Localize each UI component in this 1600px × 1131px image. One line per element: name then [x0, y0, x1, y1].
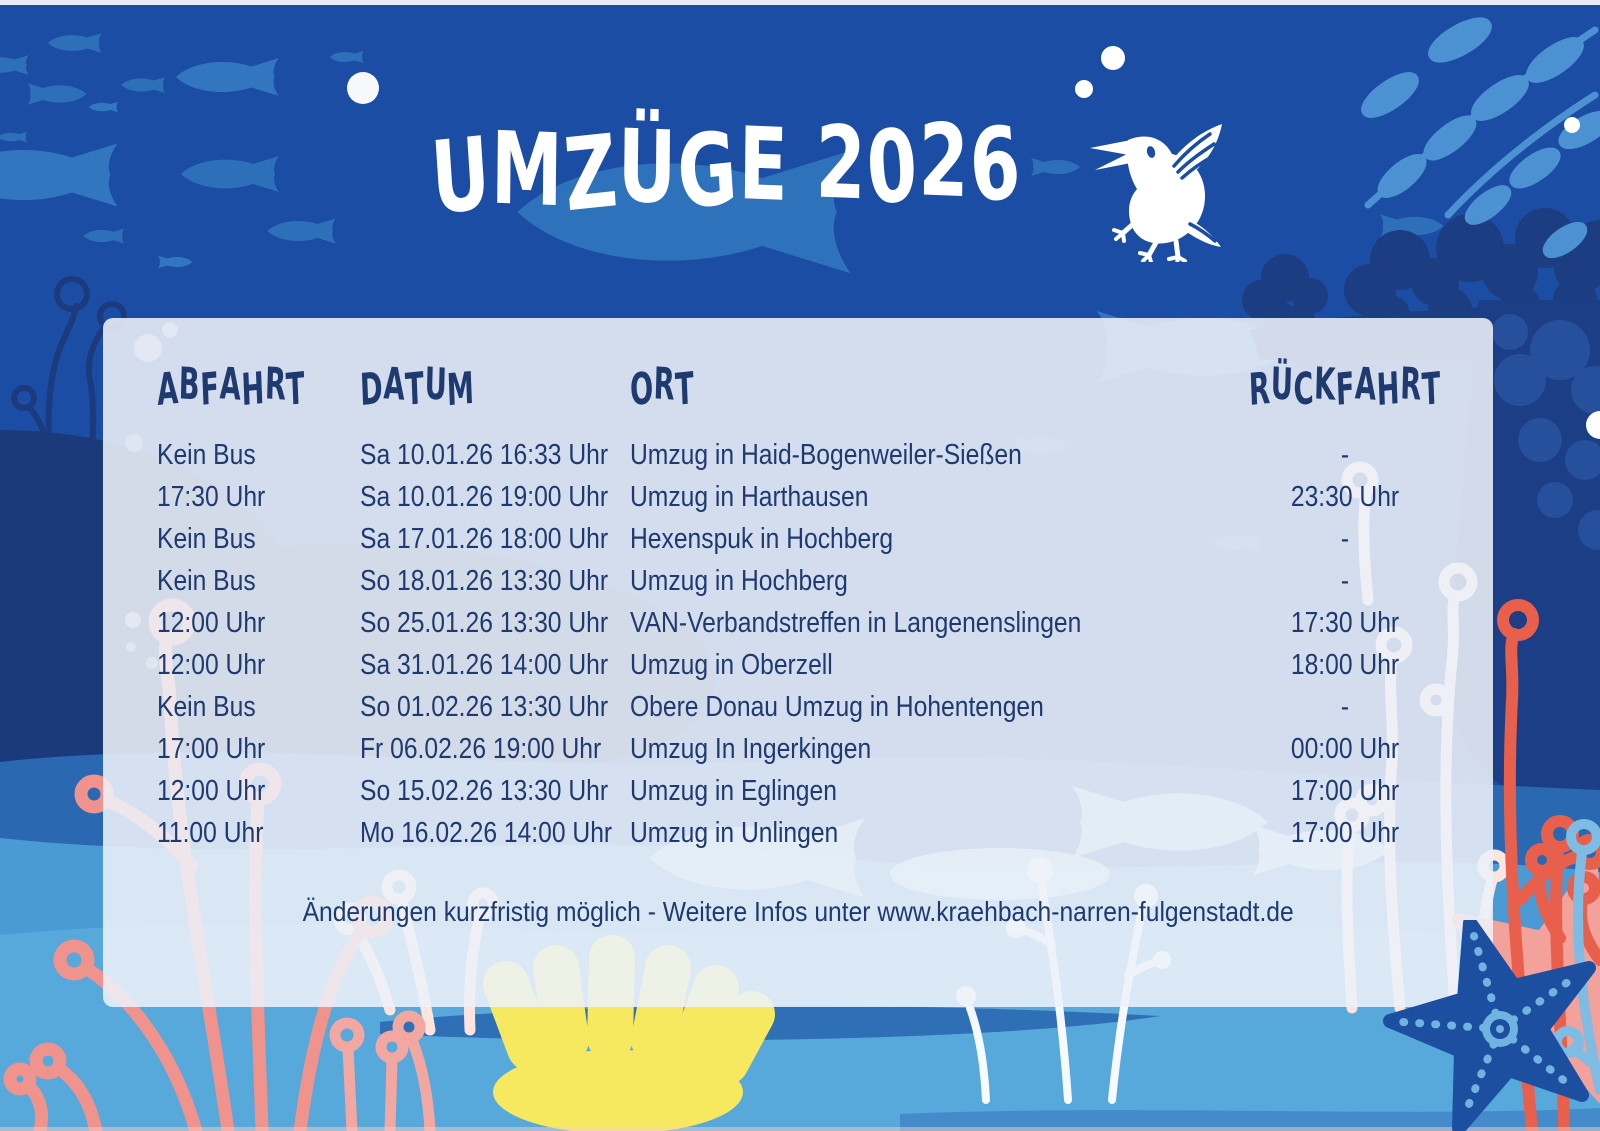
table-row: Kein Bus Sa 10.01.26 16:33 Uhr Umzug in …: [157, 434, 1500, 476]
cell-rueckfahrt: 23:30 Uhr: [1290, 480, 1400, 513]
cell-datum: So 15.02.26 13:30 Uhr: [360, 774, 609, 807]
table-row: 12:00 Uhr Sa 31.01.26 14:00 Uhr Umzug in…: [157, 644, 1500, 686]
cell-ort: Umzug in Hochberg: [630, 564, 848, 597]
table-row: 11:00 Uhr Mo 16.02.26 14:00 Uhr Umzug in…: [157, 812, 1500, 854]
cell-datum: So 25.01.26 13:30 Uhr: [360, 606, 609, 639]
cell-datum: Sa 10.01.26 19:00 Uhr: [360, 480, 609, 513]
cell-abfahrt: 12:00 Uhr: [157, 774, 266, 807]
cell-abfahrt: Kein Bus: [157, 522, 256, 555]
table-row: Kein Bus So 18.01.26 13:30 Uhr Umzug in …: [157, 560, 1500, 602]
pink-coral-light-icon: [329, 1010, 436, 1131]
header-rueckfahrt: Rückfahrt: [1248, 358, 1443, 417]
cell-ort: Umzug in Harthausen: [630, 480, 869, 513]
schedule-panel: Abfahrt Datum Ort Rückfahrt Kein Bus Sa …: [103, 318, 1493, 1007]
table-row: Kein Bus Sa 17.01.26 18:00 Uhr Hexenspuk…: [157, 518, 1500, 560]
cell-rueckfahrt: -: [1340, 438, 1350, 471]
table-row: 17:00 Uhr Fr 06.02.26 19:00 Uhr Umzug In…: [157, 728, 1500, 770]
crow-logo-icon: [1090, 124, 1222, 262]
poster-title: UMZÜGE 2026: [427, 101, 1026, 238]
footer-note-text: Änderungen kurzfristig möglich - Weitere…: [302, 896, 1294, 927]
cell-datum: So 01.02.26 13:30 Uhr: [360, 690, 609, 723]
cell-datum: Sa 31.01.26 14:00 Uhr: [360, 648, 609, 681]
cell-ort: Umzug in Eglingen: [630, 774, 837, 807]
table-row: Kein Bus So 01.02.26 13:30 Uhr Obere Don…: [157, 686, 1500, 728]
cell-abfahrt: Kein Bus: [157, 438, 256, 471]
cell-ort: Umzug in Oberzell: [630, 648, 833, 681]
cell-rueckfahrt: 18:00 Uhr: [1290, 648, 1400, 681]
cell-ort: Umzug in Haid-Bogenweiler-Sießen: [630, 438, 1022, 471]
cell-abfahrt: 17:00 Uhr: [157, 732, 266, 765]
blue-branch-icon: [1361, 17, 1600, 259]
cell-ort: Obere Donau Umzug in Hohentengen: [630, 690, 1044, 723]
cell-abfahrt: 12:00 Uhr: [157, 648, 266, 681]
cell-abfahrt: 11:00 Uhr: [157, 816, 264, 849]
footer-note: Änderungen kurzfristig möglich - Weitere…: [103, 896, 1493, 928]
cell-abfahrt: Kein Bus: [157, 690, 256, 723]
cell-rueckfahrt: 00:00 Uhr: [1290, 732, 1400, 765]
table-row: 12:00 Uhr So 15.02.26 13:30 Uhr Umzug in…: [157, 770, 1500, 812]
table-row: 17:30 Uhr Sa 10.01.26 19:00 Uhr Umzug in…: [157, 476, 1500, 518]
cell-rueckfahrt: 17:30 Uhr: [1290, 606, 1400, 639]
cell-datum: So 18.01.26 13:30 Uhr: [360, 564, 609, 597]
header-ort: Ort: [629, 358, 696, 417]
starfish-icon: [1383, 920, 1596, 1131]
table-row: 12:00 Uhr So 25.01.26 13:30 Uhr VAN-Verb…: [157, 602, 1500, 644]
cell-abfahrt: Kein Bus: [157, 564, 256, 597]
header-abfahrt: Abfahrt: [156, 358, 307, 417]
cell-datum: Sa 17.01.26 18:00 Uhr: [360, 522, 609, 555]
cell-rueckfahrt: -: [1340, 564, 1350, 597]
cell-ort: Umzug In Ingerkingen: [630, 732, 872, 765]
cell-datum: Fr 06.02.26 19:00 Uhr: [360, 732, 602, 765]
cell-datum: Mo 16.02.26 14:00 Uhr: [360, 816, 613, 849]
cell-datum: Sa 10.01.26 16:33 Uhr: [360, 438, 609, 471]
cell-ort: Umzug in Unlingen: [630, 816, 839, 849]
navy-coral-right-icon: [1492, 314, 1600, 550]
header-datum: Datum: [359, 358, 476, 417]
cell-ort: Hexenspuk in Hochberg: [630, 522, 894, 555]
cell-abfahrt: 12:00 Uhr: [157, 606, 266, 639]
cell-rueckfahrt: 17:00 Uhr: [1290, 816, 1400, 849]
cell-abfahrt: 17:30 Uhr: [157, 480, 266, 513]
cell-rueckfahrt: 17:00 Uhr: [1290, 774, 1400, 807]
table-header: Abfahrt Datum Ort Rückfahrt: [156, 358, 1500, 418]
cell-rueckfahrt: -: [1340, 522, 1350, 555]
table-body: Kein Bus Sa 10.01.26 16:33 Uhr Umzug in …: [157, 434, 1500, 854]
cell-rueckfahrt: -: [1340, 690, 1350, 723]
cell-ort: VAN-Verbandstreffen in Langenenslingen: [630, 606, 1082, 639]
